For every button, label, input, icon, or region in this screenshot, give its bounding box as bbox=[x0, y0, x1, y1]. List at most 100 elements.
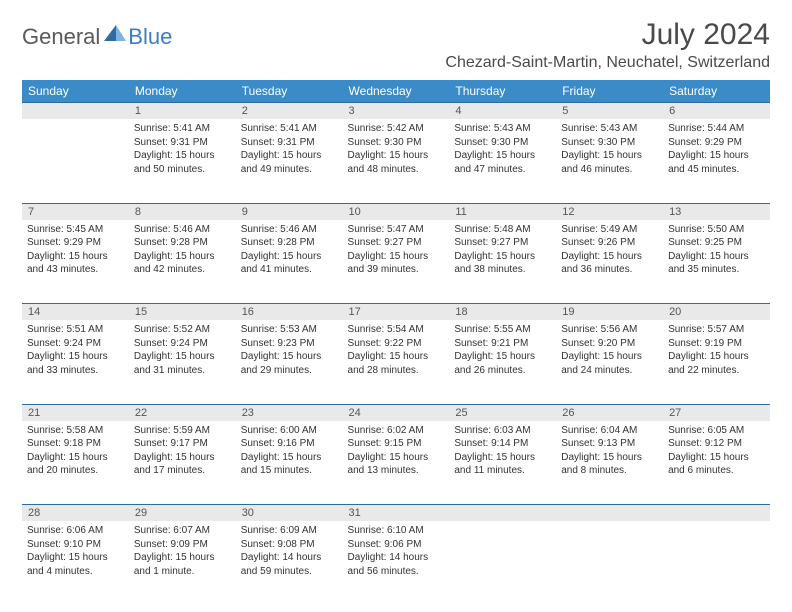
day-number-cell: 22 bbox=[129, 404, 236, 421]
location: Chezard-Saint-Martin, Neuchatel, Switzer… bbox=[445, 54, 770, 72]
day-number-row: 28293031 bbox=[22, 505, 770, 522]
sunset-line: Sunset: 9:08 PM bbox=[241, 538, 338, 552]
daylight-line: Daylight: 15 hours and 26 minutes. bbox=[454, 350, 551, 377]
day-number-row: 21222324252627 bbox=[22, 404, 770, 421]
sunset-line: Sunset: 9:17 PM bbox=[134, 437, 231, 451]
sunrise-line: Sunrise: 5:48 AM bbox=[454, 223, 551, 237]
weekday-header: Thursday bbox=[449, 80, 556, 103]
sunrise-line: Sunrise: 6:10 AM bbox=[348, 524, 445, 538]
day-content-cell: Sunrise: 5:43 AMSunset: 9:30 PMDaylight:… bbox=[449, 119, 556, 203]
daylight-line: Daylight: 15 hours and 45 minutes. bbox=[668, 149, 765, 176]
day-content-cell bbox=[556, 521, 663, 605]
day-number-cell: 19 bbox=[556, 304, 663, 321]
day-content-cell bbox=[663, 521, 770, 605]
sunset-line: Sunset: 9:21 PM bbox=[454, 337, 551, 351]
logo-triangle-icon bbox=[104, 25, 126, 46]
daylight-line: Daylight: 15 hours and 8 minutes. bbox=[561, 451, 658, 478]
day-content-row: Sunrise: 5:51 AMSunset: 9:24 PMDaylight:… bbox=[22, 320, 770, 404]
daylight-line: Daylight: 15 hours and 38 minutes. bbox=[454, 250, 551, 277]
sunset-line: Sunset: 9:30 PM bbox=[454, 136, 551, 150]
day-number-cell: 8 bbox=[129, 203, 236, 220]
sunrise-line: Sunrise: 6:09 AM bbox=[241, 524, 338, 538]
sunrise-line: Sunrise: 5:49 AM bbox=[561, 223, 658, 237]
sunrise-line: Sunrise: 5:43 AM bbox=[454, 122, 551, 136]
sunset-line: Sunset: 9:24 PM bbox=[27, 337, 124, 351]
day-number-cell bbox=[663, 505, 770, 522]
day-content-cell: Sunrise: 5:47 AMSunset: 9:27 PMDaylight:… bbox=[343, 220, 450, 304]
day-content-cell: Sunrise: 5:41 AMSunset: 9:31 PMDaylight:… bbox=[129, 119, 236, 203]
daylight-line: Daylight: 15 hours and 29 minutes. bbox=[241, 350, 338, 377]
sunrise-line: Sunrise: 6:07 AM bbox=[134, 524, 231, 538]
logo: General Blue bbox=[22, 24, 172, 50]
day-number-cell: 27 bbox=[663, 404, 770, 421]
sunset-line: Sunset: 9:27 PM bbox=[454, 236, 551, 250]
day-content-cell: Sunrise: 6:06 AMSunset: 9:10 PMDaylight:… bbox=[22, 521, 129, 605]
sunset-line: Sunset: 9:12 PM bbox=[668, 437, 765, 451]
logo-text-blue: Blue bbox=[128, 24, 172, 50]
month-title: July 2024 bbox=[445, 18, 770, 52]
daylight-line: Daylight: 15 hours and 50 minutes. bbox=[134, 149, 231, 176]
day-number-cell: 29 bbox=[129, 505, 236, 522]
day-number-cell: 28 bbox=[22, 505, 129, 522]
daylight-line: Daylight: 15 hours and 13 minutes. bbox=[348, 451, 445, 478]
sunrise-line: Sunrise: 5:43 AM bbox=[561, 122, 658, 136]
day-number-cell: 18 bbox=[449, 304, 556, 321]
day-content-cell: Sunrise: 5:51 AMSunset: 9:24 PMDaylight:… bbox=[22, 320, 129, 404]
day-number-cell: 21 bbox=[22, 404, 129, 421]
sunset-line: Sunset: 9:13 PM bbox=[561, 437, 658, 451]
sunset-line: Sunset: 9:24 PM bbox=[134, 337, 231, 351]
day-number-cell: 4 bbox=[449, 103, 556, 120]
day-number-cell: 16 bbox=[236, 304, 343, 321]
sunset-line: Sunset: 9:15 PM bbox=[348, 437, 445, 451]
day-number-cell: 3 bbox=[343, 103, 450, 120]
sunrise-line: Sunrise: 5:47 AM bbox=[348, 223, 445, 237]
sunrise-line: Sunrise: 5:45 AM bbox=[27, 223, 124, 237]
day-content-cell: Sunrise: 5:57 AMSunset: 9:19 PMDaylight:… bbox=[663, 320, 770, 404]
sunrise-line: Sunrise: 6:04 AM bbox=[561, 424, 658, 438]
day-content-row: Sunrise: 5:41 AMSunset: 9:31 PMDaylight:… bbox=[22, 119, 770, 203]
daylight-line: Daylight: 15 hours and 20 minutes. bbox=[27, 451, 124, 478]
day-content-cell: Sunrise: 6:02 AMSunset: 9:15 PMDaylight:… bbox=[343, 421, 450, 505]
weekday-header: Tuesday bbox=[236, 80, 343, 103]
day-content-cell: Sunrise: 5:53 AMSunset: 9:23 PMDaylight:… bbox=[236, 320, 343, 404]
daylight-line: Daylight: 15 hours and 6 minutes. bbox=[668, 451, 765, 478]
day-number-cell: 23 bbox=[236, 404, 343, 421]
day-number-cell: 31 bbox=[343, 505, 450, 522]
sunset-line: Sunset: 9:29 PM bbox=[27, 236, 124, 250]
sunrise-line: Sunrise: 5:46 AM bbox=[241, 223, 338, 237]
calendar-table: Sunday Monday Tuesday Wednesday Thursday… bbox=[22, 80, 770, 605]
daylight-line: Daylight: 15 hours and 17 minutes. bbox=[134, 451, 231, 478]
sunrise-line: Sunrise: 5:50 AM bbox=[668, 223, 765, 237]
weekday-header: Sunday bbox=[22, 80, 129, 103]
day-content-cell bbox=[22, 119, 129, 203]
daylight-line: Daylight: 15 hours and 39 minutes. bbox=[348, 250, 445, 277]
header: General Blue July 2024 Chezard-Saint-Mar… bbox=[22, 18, 770, 72]
sunrise-line: Sunrise: 5:59 AM bbox=[134, 424, 231, 438]
sunrise-line: Sunrise: 5:41 AM bbox=[241, 122, 338, 136]
day-content-cell: Sunrise: 5:46 AMSunset: 9:28 PMDaylight:… bbox=[129, 220, 236, 304]
day-content-cell: Sunrise: 5:45 AMSunset: 9:29 PMDaylight:… bbox=[22, 220, 129, 304]
day-number-cell: 24 bbox=[343, 404, 450, 421]
day-content-cell: Sunrise: 6:10 AMSunset: 9:06 PMDaylight:… bbox=[343, 521, 450, 605]
sunset-line: Sunset: 9:27 PM bbox=[348, 236, 445, 250]
daylight-line: Daylight: 15 hours and 42 minutes. bbox=[134, 250, 231, 277]
sunset-line: Sunset: 9:18 PM bbox=[27, 437, 124, 451]
sunrise-line: Sunrise: 5:56 AM bbox=[561, 323, 658, 337]
daylight-line: Daylight: 15 hours and 36 minutes. bbox=[561, 250, 658, 277]
title-block: July 2024 Chezard-Saint-Martin, Neuchate… bbox=[445, 18, 770, 72]
sunrise-line: Sunrise: 6:05 AM bbox=[668, 424, 765, 438]
day-number-cell: 6 bbox=[663, 103, 770, 120]
day-number-cell: 10 bbox=[343, 203, 450, 220]
sunrise-line: Sunrise: 5:57 AM bbox=[668, 323, 765, 337]
sunset-line: Sunset: 9:29 PM bbox=[668, 136, 765, 150]
sunset-line: Sunset: 9:19 PM bbox=[668, 337, 765, 351]
day-number-cell: 5 bbox=[556, 103, 663, 120]
sunset-line: Sunset: 9:30 PM bbox=[561, 136, 658, 150]
logo-text-general: General bbox=[22, 24, 100, 50]
weekday-header: Wednesday bbox=[343, 80, 450, 103]
day-number-cell: 17 bbox=[343, 304, 450, 321]
daylight-line: Daylight: 15 hours and 31 minutes. bbox=[134, 350, 231, 377]
sunset-line: Sunset: 9:25 PM bbox=[668, 236, 765, 250]
day-content-cell: Sunrise: 5:59 AMSunset: 9:17 PMDaylight:… bbox=[129, 421, 236, 505]
daylight-line: Daylight: 15 hours and 33 minutes. bbox=[27, 350, 124, 377]
